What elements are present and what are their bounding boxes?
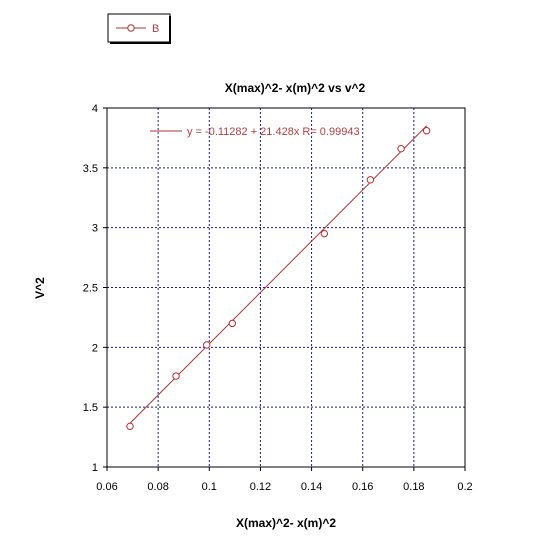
fit-equation-label: y = -0.11282 + 21.428x R= 0.99943 bbox=[187, 126, 360, 138]
y-axis-title: V^2 bbox=[33, 277, 47, 299]
x-tick-label: 0.1 bbox=[202, 481, 217, 493]
x-tick-label: 0.2 bbox=[457, 481, 472, 493]
data-point bbox=[203, 341, 211, 349]
data-point bbox=[366, 176, 375, 184]
legend-marker bbox=[127, 24, 135, 32]
y-tick-label: 1 bbox=[92, 462, 98, 474]
x-tick-label: 0.06 bbox=[96, 481, 117, 493]
x-tick-label: 0.14 bbox=[301, 481, 322, 493]
legend: B bbox=[107, 13, 171, 44]
data-point bbox=[228, 319, 237, 328]
y-axis-ticks: 1 1.5 2 2.5 3 3.5 4 bbox=[83, 103, 107, 474]
legend-label: B bbox=[152, 23, 159, 35]
y-tick-label: 2.5 bbox=[83, 283, 98, 295]
y-tick-label: 4 bbox=[92, 103, 98, 115]
x-tick-label: 0.16 bbox=[352, 481, 373, 493]
data-point bbox=[126, 422, 134, 431]
x-axis-title: X(max)^2- x(m)^2 bbox=[236, 516, 336, 530]
data-point bbox=[320, 229, 329, 238]
x-tick-label: 0.12 bbox=[250, 481, 271, 493]
x-tick-label: 0.18 bbox=[403, 481, 424, 493]
chart-title: X(max)^2- x(m)^2 vs v^2 bbox=[225, 81, 366, 95]
data-points bbox=[126, 127, 431, 431]
data-point bbox=[397, 144, 405, 153]
data-point bbox=[422, 127, 431, 135]
y-tick-label: 3 bbox=[92, 223, 98, 235]
fit-line bbox=[129, 125, 427, 424]
data-point bbox=[172, 372, 180, 380]
y-tick-label: 3.5 bbox=[83, 163, 98, 175]
y-tick-label: 2 bbox=[92, 342, 98, 354]
x-tick-label: 0.08 bbox=[147, 481, 168, 493]
x-axis-ticks: 0.06 0.08 0.1 0.12 0.14 0.16 0.18 0.2 bbox=[96, 467, 473, 493]
y-tick-label: 1.5 bbox=[83, 402, 98, 414]
fit-line-group bbox=[129, 125, 427, 424]
grid bbox=[107, 108, 465, 467]
